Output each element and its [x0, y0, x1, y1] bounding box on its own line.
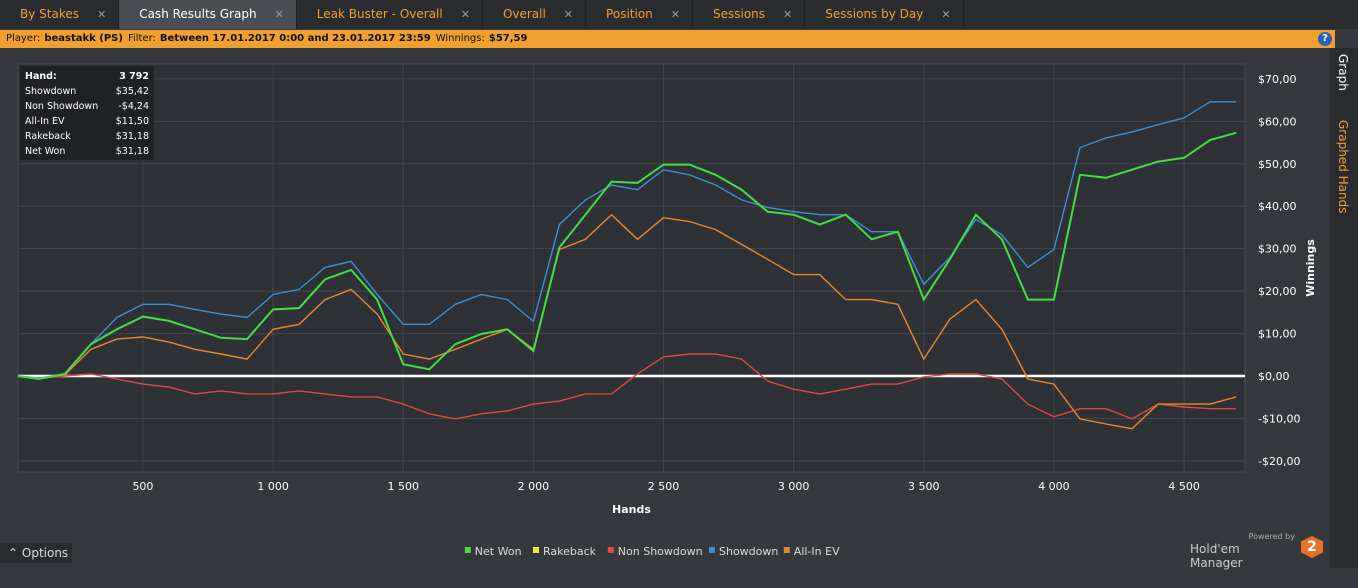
legend-swatch — [533, 547, 539, 553]
y-tick-label: -$20,00 — [1258, 455, 1300, 468]
x-tick-label: 3 000 — [778, 480, 810, 493]
x-tick-label: 4 500 — [1168, 480, 1200, 493]
series-line — [17, 101, 1237, 379]
stat-label: Hand: — [25, 71, 57, 82]
legend-swatch — [607, 547, 614, 553]
tab-label: Leak Buster - Overall — [316, 7, 443, 21]
side-tab[interactable]: Graph — [1336, 54, 1350, 91]
stat-row: Showdown $35,42 — [25, 84, 149, 99]
tab[interactable]: Sessions by Day ✕ — [805, 0, 964, 29]
tab-close[interactable]: ✕ — [96, 8, 107, 21]
tab-label: Overall — [502, 7, 546, 21]
filter-label: Filter: — [127, 33, 156, 44]
filter-value: beastakk (PS) — [44, 33, 123, 44]
stat-row: Rakeback $31,18 — [25, 129, 149, 144]
legend-label: Non Showdown — [618, 545, 703, 558]
legend-swatch — [783, 547, 790, 553]
stat-value: $11,50 — [115, 116, 149, 127]
stat-label: Non Showdown — [25, 101, 99, 112]
x-tick-label: 2 500 — [648, 480, 680, 493]
filter-bar: Player: beastakk (PS) Filter: Between 17.01… — [0, 30, 1335, 48]
tab-label: By Stakes — [20, 7, 79, 21]
y-tick-label: $50,00 — [1258, 158, 1297, 171]
y-tick-label: $20,00 — [1258, 285, 1297, 298]
filter-label: Player: — [6, 33, 41, 44]
tab-close[interactable]: ✕ — [563, 8, 574, 21]
legend-label: Rakeback — [543, 545, 597, 558]
y-tick-label: $0,00 — [1258, 370, 1290, 383]
help-icon[interactable]: ? — [1318, 32, 1332, 46]
y-tick-label: $40,00 — [1258, 200, 1297, 213]
stat-row: Hand: 3 792 — [25, 69, 149, 84]
legend-label: Net Won — [475, 545, 522, 558]
chart: -$20,00 -$10,00 $0,00 $10,00 $20,00 $30,00 $40… — [17, 63, 1317, 558]
legend-label: Showdown — [719, 545, 778, 558]
tab[interactable]: Position ✕ — [586, 0, 693, 29]
stat-row: Net Won $31,18 — [25, 144, 149, 159]
tab-label: Sessions — [713, 7, 766, 21]
options-button[interactable]: ⌃ Options — [0, 543, 72, 563]
filter-value: Between 17.01.2017 0:00 and 23.01.2017 2… — [159, 33, 431, 44]
tab[interactable]: Cash Results Graph ✕ — [119, 0, 297, 29]
stat-label: Net Won — [25, 146, 66, 157]
y-tick-label: $60,00 — [1258, 115, 1297, 128]
stat-value: 3 792 — [119, 71, 149, 82]
stat-value: -$4,24 — [118, 101, 149, 112]
tab[interactable]: By Stakes ✕ — [0, 0, 120, 29]
y-tick-label: $30,00 — [1258, 243, 1297, 256]
y-axis-label: Winnings — [1304, 239, 1317, 297]
tab-label: Cash Results Graph — [139, 7, 257, 21]
x-axis-label: Hands — [612, 503, 651, 516]
side-panel: Graph Graphed Hands — [1330, 48, 1358, 568]
logo: 2 — [1301, 536, 1323, 558]
y-tick-label: $10,00 — [1258, 328, 1297, 341]
stat-label: All-In EV — [25, 116, 65, 127]
options-label: Options — [21, 546, 69, 560]
series-line — [17, 131, 1237, 381]
tab[interactable]: Leak Buster - Overall ✕ — [297, 0, 483, 29]
stat-value: $31,18 — [115, 131, 149, 142]
plot-area — [17, 63, 1246, 473]
tab-close[interactable]: ✕ — [783, 8, 793, 21]
tab-bar: By Stakes ✕ Cash Results Graph ✕ Leak Buster… — [0, 0, 1358, 29]
stat-value: $31,18 — [115, 146, 149, 157]
tab-label: Sessions by Day — [825, 7, 924, 21]
tab-close[interactable]: ✕ — [670, 8, 680, 21]
stats-box: Hand: 3 792 Showdown $35,42 Non Showdown -$4,… — [20, 66, 154, 160]
tab[interactable]: Sessions ✕ — [693, 0, 806, 29]
stat-value: $35,42 — [115, 86, 149, 97]
x-tick-label: 1 000 — [257, 480, 289, 493]
x-tick-label: 2 000 — [518, 480, 550, 493]
x-tick-label: 3 500 — [908, 480, 940, 493]
product-name: Hold'em Manager — [1190, 542, 1243, 570]
powered-by: Powered by — [1248, 532, 1295, 541]
x-tick-label: 1 500 — [387, 480, 419, 493]
tab-close[interactable]: ✕ — [274, 8, 284, 21]
y-tick-label: $70,00 — [1258, 73, 1297, 86]
y-tick-label: -$10,00 — [1258, 413, 1300, 426]
tab-close[interactable]: ✕ — [460, 8, 470, 21]
side-tab[interactable]: Graphed Hands — [1336, 120, 1350, 214]
x-tick-label: 4 000 — [1038, 480, 1070, 493]
series-line — [17, 353, 1237, 420]
legend-swatch — [709, 547, 715, 553]
tab[interactable]: Overall ✕ — [483, 0, 587, 29]
stat-row: All-In EV $11,50 — [25, 114, 149, 129]
legend-swatch — [464, 547, 471, 553]
filter-value: $57,59 — [488, 33, 528, 44]
tab-label: Position — [606, 7, 653, 21]
x-tick-label: 500 — [132, 480, 153, 493]
stat-label: Rakeback — [25, 131, 71, 142]
tab-close[interactable]: ✕ — [941, 8, 951, 21]
page: By Stakes ✕ Cash Results Graph ✕ Leak Buster… — [0, 0, 1358, 570]
stat-label: Showdown — [25, 86, 77, 97]
filter-label: Winnings: — [435, 33, 485, 44]
branding: Powered by Hold'em Manager 2 — [1190, 532, 1325, 570]
legend-label: All-In EV — [794, 545, 840, 558]
stat-row: Non Showdown -$4,24 — [25, 99, 149, 114]
series-line — [17, 213, 1237, 430]
